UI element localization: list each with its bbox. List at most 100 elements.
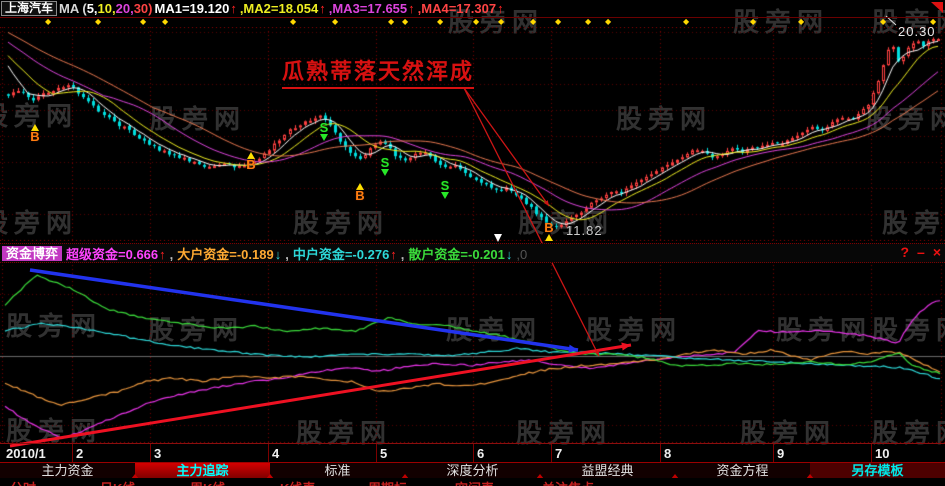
event-diamond-icon: ◆ xyxy=(555,17,562,26)
event-diamond-icon: ◆ xyxy=(530,17,537,26)
tab-depth-analysis[interactable]: 深度分析 xyxy=(446,463,499,478)
event-diamond-icon: ◆ xyxy=(402,17,409,26)
title-bar: 上海汽车 MA (5,10,20,30) MA1=19.120↑ ,MA2=18.… xyxy=(0,0,945,18)
fund-legend-item: 中户资金=-0.276 xyxy=(292,246,390,262)
x-axis-label: 3 xyxy=(154,446,162,461)
trend-down-icon: ↓ xyxy=(505,246,513,262)
sell-mark: S xyxy=(378,156,392,176)
event-diamond-icon: ◆ xyxy=(162,17,169,26)
fund-trailing-value: ,0 xyxy=(516,246,528,262)
chart-annotation-text: 瓜熟蒂落天然浑成 xyxy=(282,54,475,89)
separator: , xyxy=(169,246,174,262)
tab-divider-caret xyxy=(671,474,679,479)
ma-indicator: MA1=19.120 xyxy=(154,1,230,16)
trend-up-icon: ↑ xyxy=(319,1,326,16)
close-button[interactable]: × xyxy=(932,244,941,260)
ma-indicator-values: MA1=19.120↑ ,MA2=18.054↑ ,MA3=17.655↑ ,MA4=… xyxy=(153,1,505,16)
bottom-toolbar-item[interactable]: 周期标 xyxy=(368,478,407,486)
minimize-button[interactable]: – xyxy=(917,244,925,260)
tab-divider-caret xyxy=(536,474,544,479)
ma-settings-segment: MA ( xyxy=(59,1,87,16)
fund-panel-header: 资金博弈 超级资金=0.666↑, 大户资金=-0.189↓, 中户资金=-0.27… xyxy=(0,243,945,263)
trend-up-icon: ↑ xyxy=(159,246,166,262)
tab-fund-equation[interactable]: 资金方程 xyxy=(716,463,769,478)
sell-mark: S xyxy=(317,121,331,141)
bottom-toolbar-item[interactable]: K线表 xyxy=(280,478,315,486)
x-axis-label: 9 xyxy=(777,446,785,461)
event-diamond-icon: ◆ xyxy=(880,17,887,26)
x-axis-row: 2010/1 2 3 4 5 6 7 8 9 10 xyxy=(0,443,945,463)
event-diamond-icon: ◆ xyxy=(605,17,612,26)
ma-indicator: ,MA2=18.054 xyxy=(239,1,319,16)
buy-mark: B xyxy=(353,183,367,202)
ma-settings-segment: 30) xyxy=(133,1,153,16)
tab-divider-caret xyxy=(131,474,139,479)
event-diamond-icon: ◆ xyxy=(585,17,592,26)
tab-save-template[interactable]: 另存模板 xyxy=(810,463,945,479)
bottom-toolbar-item[interactable]: 关注焦点 xyxy=(542,478,594,486)
window-buttons: ? – × xyxy=(900,245,941,260)
fund-legend: 超级资金=0.666↑, 大户资金=-0.189↓, 中户资金=-0.276↑, 散户… xyxy=(62,244,527,263)
price-label-high: 20.30 xyxy=(898,24,936,39)
tab-main-funds[interactable]: 主力资金 xyxy=(41,463,94,478)
event-diamond-icon: ◆ xyxy=(388,17,395,26)
event-diamond-icon: ◆ xyxy=(473,17,480,26)
bottom-toolbar-item[interactable]: 日K线 xyxy=(100,478,135,486)
fund-legend-item: 大户资金=-0.189 xyxy=(177,246,274,262)
buy-mark: B xyxy=(542,221,556,241)
price-label-low: 11.82 xyxy=(566,223,603,238)
event-diamond-icon: ◆ xyxy=(437,17,444,26)
tab-standard[interactable]: 标准 xyxy=(324,463,351,478)
axis-separator xyxy=(660,444,661,462)
bottom-toolbar-item[interactable]: 空间表 xyxy=(455,478,494,486)
event-diamond-icon: ◆ xyxy=(798,17,805,26)
corner-flag-icon xyxy=(931,2,943,13)
bottom-toolbar-clipped: 分时 日K线 周K线 K线表 周期标 空间表 关注焦点 xyxy=(0,478,945,486)
trend-up-icon: ↑ xyxy=(408,1,415,16)
fund-panel-title[interactable]: 资金博弈 xyxy=(2,245,63,261)
buy-mark: B xyxy=(244,152,258,171)
ma-indicator: ,MA4=17.307 xyxy=(417,1,497,16)
ma-settings-segment: 10, xyxy=(97,1,116,16)
axis-separator xyxy=(473,444,474,462)
separator: , xyxy=(285,246,289,262)
trend-up-icon: ↑ xyxy=(230,1,237,16)
tab-yimeng-classic[interactable]: 益盟经典 xyxy=(581,463,634,478)
axis-separator xyxy=(376,444,377,462)
trend-down-icon: ↓ xyxy=(274,246,282,262)
x-axis-label: 10 xyxy=(875,446,890,461)
x-axis-label: 8 xyxy=(664,446,672,461)
tab-divider-caret xyxy=(266,474,274,479)
x-axis-label: 4 xyxy=(272,446,280,461)
x-axis-label: 6 xyxy=(477,446,485,461)
trend-up-icon: ↑ xyxy=(497,1,504,16)
white-down-arrow-icon xyxy=(494,234,502,242)
help-button[interactable]: ? xyxy=(900,244,910,260)
axis-separator xyxy=(551,444,552,462)
fund-legend-item: 超级资金=0.666 xyxy=(66,246,159,262)
axis-separator xyxy=(150,444,151,462)
tab-bar: 主力资金 主力追踪 标准 深度分析 益盟经典 资金方程 另存模板 xyxy=(0,462,945,479)
tab-main-tracking[interactable]: 主力追踪 xyxy=(135,463,270,479)
separator: , xyxy=(400,246,405,262)
axis-separator xyxy=(871,444,872,462)
tab-divider-caret xyxy=(806,474,814,479)
event-diamond-icon: ◆ xyxy=(290,17,297,26)
event-diamond-icon: ◆ xyxy=(930,17,937,26)
fund-flow-chart-canvas[interactable] xyxy=(0,261,945,443)
event-diamond-icon: ◆ xyxy=(683,17,690,26)
ma-settings-segment: 20, xyxy=(115,1,134,16)
axis-separator xyxy=(268,444,269,462)
ma-settings-label: MA (5,10,20,30) xyxy=(59,1,152,16)
event-diamond-icon: ◆ xyxy=(45,17,52,26)
event-diamond-icon: ◆ xyxy=(498,17,505,26)
bottom-toolbar-item[interactable]: 周K线 xyxy=(190,478,225,486)
x-axis-label: 2 xyxy=(76,446,84,461)
axis-separator xyxy=(72,444,73,462)
bottom-toolbar-item[interactable]: 分时 xyxy=(10,478,36,486)
stock-name-box[interactable]: 上海汽车 xyxy=(1,1,58,16)
x-axis-label: 5 xyxy=(380,446,388,461)
fund-legend-item: 散户资金=-0.201 xyxy=(408,246,505,262)
x-axis-label: 7 xyxy=(555,446,563,461)
event-diamond-icon: ◆ xyxy=(95,17,102,26)
